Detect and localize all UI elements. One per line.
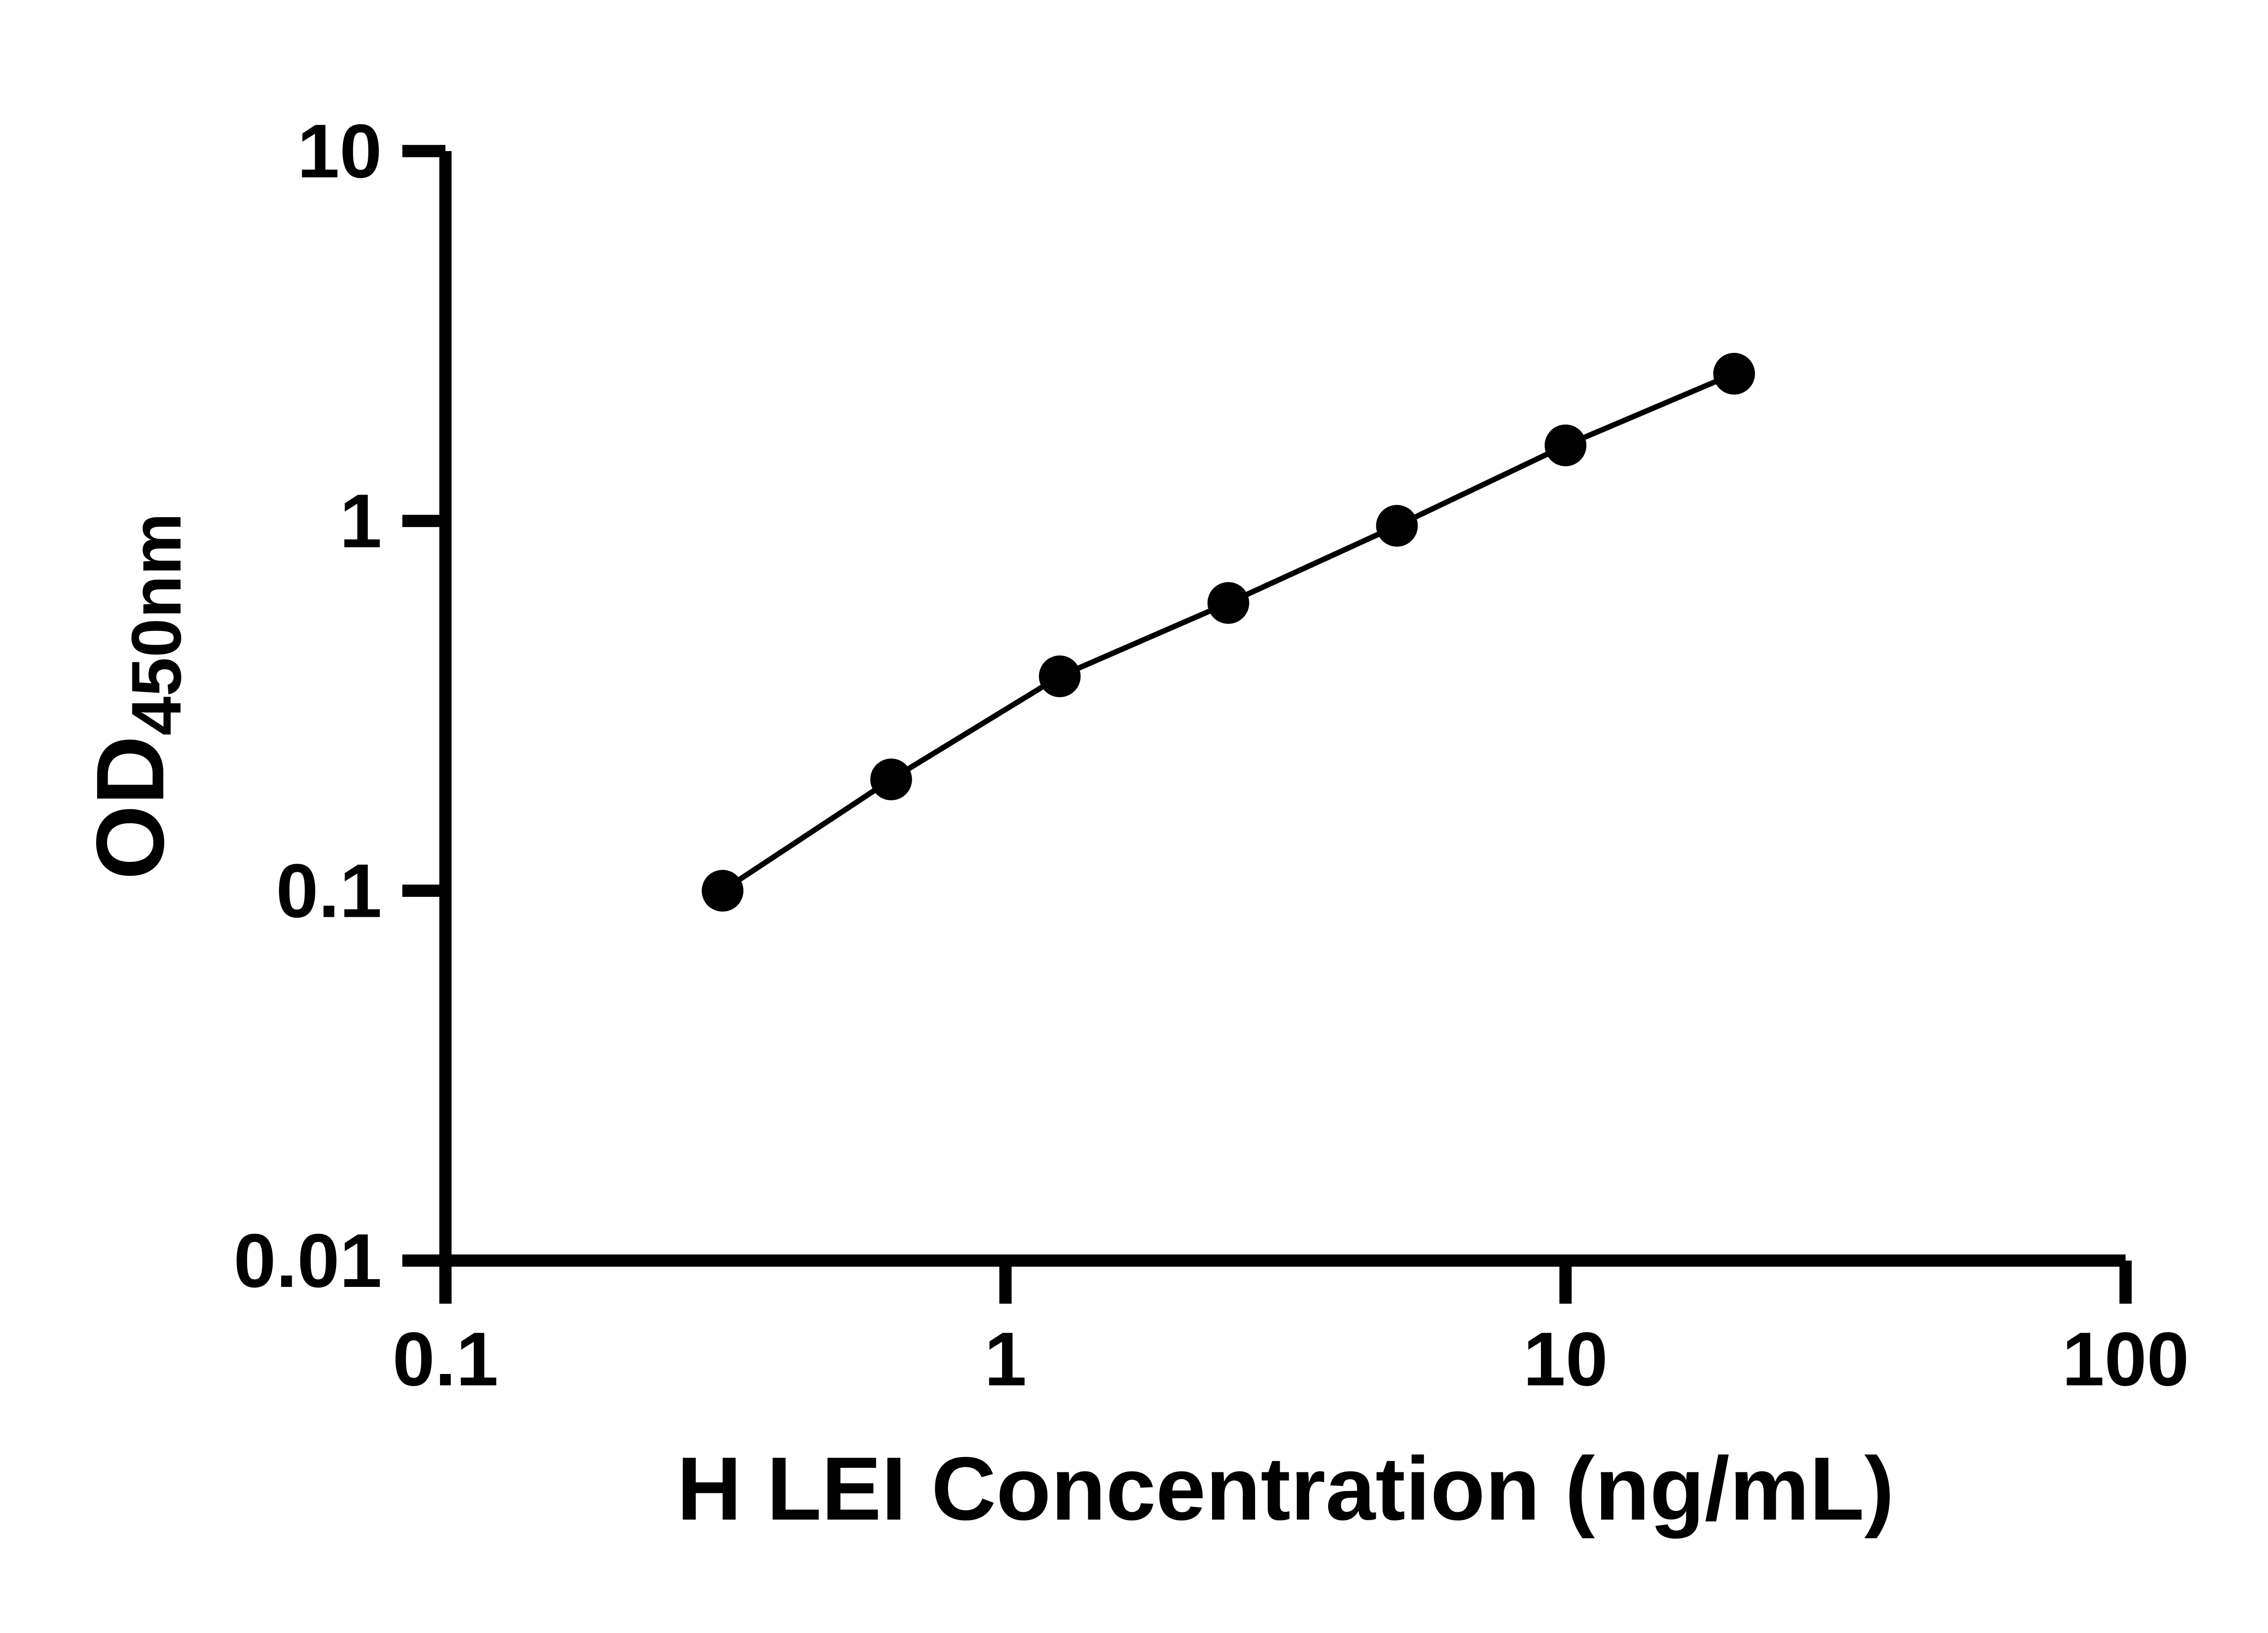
data-point (1376, 505, 1418, 547)
y-axis-tick-label: 1 (340, 478, 382, 563)
data-point (870, 758, 912, 801)
x-axis-tick-label: 1 (984, 1316, 1026, 1402)
axis-lines (439, 151, 2126, 1267)
data-point (1207, 582, 1249, 624)
y-axis-tick-label: 10 (297, 108, 382, 194)
y-axis-title-subscript: 450nm (117, 513, 196, 735)
y-axis-title: OD450nm (76, 513, 196, 880)
x-axis-tick-label: 10 (1523, 1316, 1608, 1402)
x-axis-tick-label: 100 (2062, 1316, 2189, 1402)
x-axis-title: H LEI Concentration (ng/mL) (677, 1438, 1894, 1539)
data-point (1039, 655, 1081, 697)
y-axis-title-main: OD (76, 736, 184, 880)
data-point (1545, 424, 1587, 466)
y-axis-tick-label: 0.01 (234, 1218, 382, 1303)
x-axis-tick-label: 0.1 (392, 1316, 499, 1402)
y-axis-tick-label: 0.1 (276, 848, 382, 934)
data-point (701, 870, 743, 912)
data-point (1713, 352, 1755, 395)
